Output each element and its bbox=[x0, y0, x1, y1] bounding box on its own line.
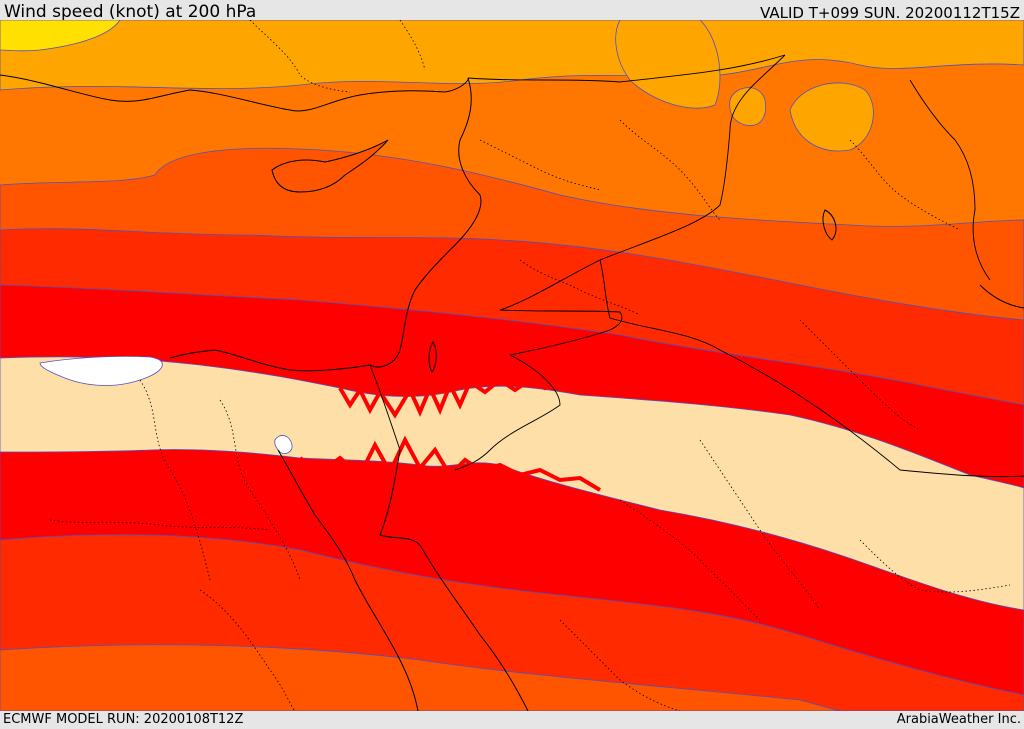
border-saudi-iraq bbox=[599, 259, 1024, 478]
wind-speed-map-svg bbox=[0, 20, 1024, 711]
province-boundaries bbox=[49, 20, 1011, 711]
valid-time-label: VALID T+099 SUN. 20200112T15Z bbox=[760, 4, 1020, 22]
borders bbox=[369, 54, 1024, 478]
border-iran-iraq bbox=[909, 79, 991, 281]
province-line-6 bbox=[699, 439, 821, 611]
map-title: Wind speed (knot) at 200 hPa bbox=[4, 2, 257, 22]
province-line-15 bbox=[559, 619, 681, 711]
coastline-levant bbox=[369, 77, 482, 368]
band-dark-orange-lower bbox=[0, 644, 841, 711]
header-bar: Wind speed (knot) at 200 hPa VALID T+099… bbox=[0, 0, 1024, 22]
coastline-lake-iran bbox=[822, 209, 837, 241]
border-iraq-syria bbox=[499, 54, 786, 311]
band-core-fringe-lower bbox=[298, 435, 602, 492]
band-core-fringe-upper bbox=[338, 377, 561, 419]
coastline-gulf bbox=[979, 284, 1024, 309]
band-light-orange-lobe-1 bbox=[789, 82, 874, 152]
band-light-orange bbox=[0, 20, 1024, 91]
coastline-turkey bbox=[0, 74, 469, 112]
coastline-egypt bbox=[169, 349, 371, 372]
coastline-red-sea-west bbox=[277, 449, 419, 711]
credit-label: ArabiaWeather Inc. bbox=[896, 712, 1021, 727]
coastlines bbox=[0, 74, 1024, 711]
wind-speed-map bbox=[0, 20, 1024, 711]
province-line-1 bbox=[139, 379, 211, 581]
province-line-5 bbox=[519, 259, 641, 316]
border-syria-north bbox=[467, 54, 786, 83]
border-egypt-east bbox=[369, 364, 401, 451]
border-jordan-saudi bbox=[454, 354, 561, 471]
band-white-small bbox=[274, 435, 293, 454]
coastline-dead-sea bbox=[428, 341, 437, 373]
band-yellow bbox=[0, 20, 121, 52]
footer-bar: ECMWF MODEL RUN: 20200108T12Z ArabiaWeat… bbox=[0, 711, 1024, 729]
province-line-9 bbox=[799, 319, 921, 431]
band-light-orange-lobe-3 bbox=[615, 20, 721, 109]
province-line-2 bbox=[219, 399, 301, 581]
province-line-7 bbox=[619, 499, 761, 621]
band-light-orange-lobe-2 bbox=[729, 87, 767, 126]
model-run-label: ECMWF MODEL RUN: 20200108T12Z bbox=[3, 712, 244, 727]
province-line-13 bbox=[399, 20, 426, 71]
coastline-cyprus bbox=[271, 139, 389, 193]
coastline-red-sea-east bbox=[379, 449, 529, 711]
border-jordan bbox=[499, 309, 623, 356]
